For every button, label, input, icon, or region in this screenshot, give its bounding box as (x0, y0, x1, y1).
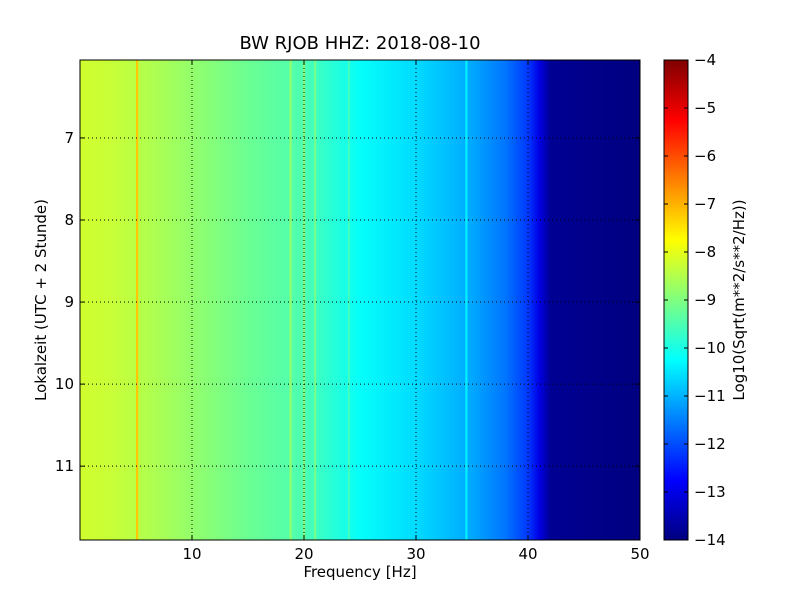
y-tick-label: 9 (64, 293, 74, 311)
colorbar-tick-label: −5 (694, 99, 716, 117)
colorbar-tick-label: −14 (694, 531, 726, 549)
y-tick-label: 8 (64, 211, 74, 229)
y-axis-label: Lokalzeit (UTC + 2 Stunde) (32, 199, 50, 401)
colorbar-tick-label: −9 (694, 291, 716, 309)
x-axis-label: Frequency [Hz] (303, 563, 416, 581)
spectrogram-heatmap (80, 60, 640, 540)
plot-area: 10 20 30 40 50 7 8 9 10 11 (55, 59, 650, 563)
grid-lines (80, 60, 640, 540)
colorbar-tick-label: −4 (694, 51, 716, 69)
x-tick-label: 30 (406, 545, 425, 563)
y-tick-label: 11 (55, 457, 74, 475)
x-tick-label: 10 (182, 545, 201, 563)
colorbar-tick-label: −11 (694, 387, 726, 405)
colorbar-label: Log10(Sqrt(m**2/s**2/Hz)) (730, 199, 748, 400)
colorbar-tick-label: −7 (694, 195, 716, 213)
y-axis-ticks: 7 8 9 10 11 (55, 129, 640, 475)
x-tick-label: 20 (294, 545, 313, 563)
colorbar-tick-label: −10 (694, 339, 726, 357)
y-tick-label: 10 (55, 375, 74, 393)
colorbar-tick-label: −8 (694, 243, 716, 261)
x-tick-label: 50 (630, 545, 649, 563)
chart-title: BW RJOB HHZ: 2018-08-10 (239, 33, 480, 54)
x-axis-ticks: 10 20 30 40 50 (182, 60, 650, 563)
y-tick-label: 7 (64, 129, 74, 147)
colorbar-ticks: −4 −5 −6 −7 −8 −9 −10 −11 −12 −13 −14 (664, 51, 726, 549)
colorbar: −4 −5 −6 −7 −8 −9 −10 −11 −12 −13 −14 (663, 51, 726, 549)
colorbar-tick-label: −13 (694, 483, 726, 501)
colorbar-tick-label: −12 (694, 435, 726, 453)
x-tick-label: 40 (518, 545, 537, 563)
colorbar-tick-label: −6 (694, 147, 716, 165)
plot-frame (79, 59, 641, 541)
